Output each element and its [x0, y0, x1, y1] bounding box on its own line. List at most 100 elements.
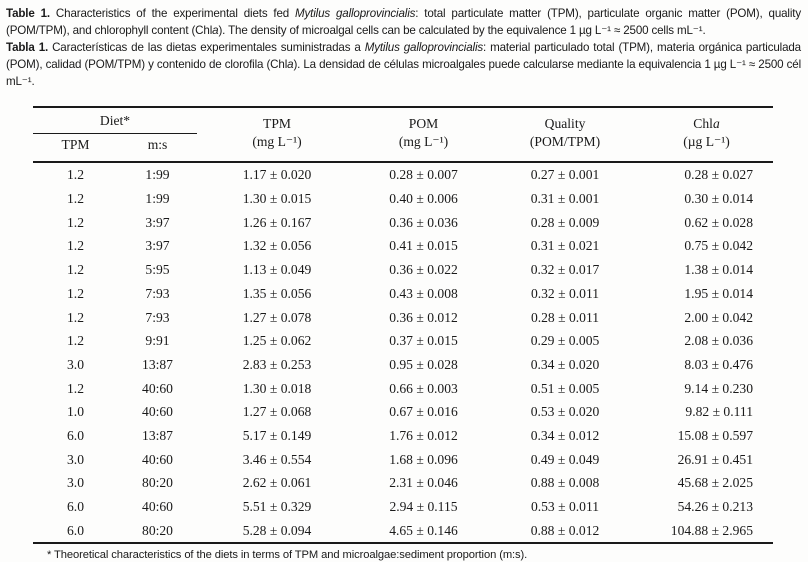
header-row-group: Diet* TPM (mg L⁻¹) POM (mg L⁻¹) Quality …	[33, 107, 774, 163]
table-row: 6.0 13:87 5.17 ± 0.149 1.76 ± 0.012 0.34…	[33, 424, 773, 448]
cell-pom: 4.65 ± 0.146	[389, 522, 458, 538]
cell-tpm: 1.13 ± 0.049	[242, 262, 312, 278]
cell-quality: 0.34 ± 0.020	[530, 356, 600, 372]
col-header-quality: Quality (POM/TPM)	[490, 107, 641, 163]
table-row: 3.0 13:87 2.83 ± 0.253 0.95 ± 0.028 0.34…	[33, 353, 773, 377]
table-container: Diet* TPM (mg L⁻¹) POM (mg L⁻¹) Quality …	[33, 106, 774, 562]
cell-tpm: 3.46 ± 0.554	[242, 451, 312, 467]
cell-quality: 0.32 ± 0.017	[530, 262, 600, 278]
col-header-quality-line1: Quality	[544, 116, 586, 131]
cell-quality: 0.29 ± 0.005	[530, 333, 600, 349]
cell-diet-ms: 40:60	[142, 404, 173, 420]
cell-diet-ms: 5:95	[145, 262, 170, 278]
cell-pom: 0.40 ± 0.006	[389, 191, 458, 207]
cell-pom: 0.36 ± 0.022	[389, 262, 458, 278]
table-row: 6.0 80:20 5.28 ± 0.094 4.65 ± 0.146 0.88…	[33, 518, 773, 543]
col-header-chla-prefix: Chl	[693, 116, 713, 131]
cell-diet-ms: 40:60	[142, 380, 173, 396]
caption-es-text-1: Características de las dietas experiment…	[48, 41, 365, 54]
cell-diet-ms: 7:93	[145, 309, 170, 325]
cell-tpm: 1.32 ± 0.056	[242, 238, 312, 254]
cell-chla: 54.26 ± 0.213	[677, 499, 754, 515]
subheader-diet-ms: m:s	[118, 133, 198, 163]
table-row: 1.2 7:93 1.27 ± 0.078 0.36 ± 0.012 0.28 …	[33, 305, 773, 329]
cell-diet-ms: 13:87	[142, 427, 173, 443]
table-row: 1.2 9:91 1.25 ± 0.062 0.37 ± 0.015 0.29 …	[33, 329, 773, 353]
cell-pom: 0.95 ± 0.028	[389, 356, 458, 372]
cell-tpm: 2.83 ± 0.253	[242, 356, 312, 372]
cell-chla: 8.03 ± 0.476	[684, 356, 754, 372]
cell-diet-tpm: 1.2	[67, 380, 84, 396]
cell-pom: 1.68 ± 0.096	[389, 451, 458, 467]
caption-es-label: Tabla 1.	[6, 41, 49, 54]
header-row-sub: TPM m:s	[33, 133, 773, 163]
cell-chla: 9.82 ± 0.111	[685, 404, 754, 420]
cell-chla: 45.68 ± 2.025	[677, 475, 754, 491]
cell-chla: 0.62 ± 0.028	[684, 214, 754, 230]
table-row: 6.0 40:60 5.51 ± 0.329 2.94 ± 0.115 0.53…	[33, 495, 773, 519]
table-row: 1.2 1:99 1.30 ± 0.015 0.40 ± 0.006 0.31 …	[33, 187, 773, 211]
cell-pom: 2.94 ± 0.115	[389, 499, 458, 515]
cell-pom: 0.43 ± 0.008	[389, 285, 458, 301]
col-header-chla: Chla (µg L⁻¹)	[640, 107, 774, 163]
cell-diet-ms: 1:99	[145, 191, 170, 207]
cell-chla: 0.75 ± 0.042	[684, 238, 754, 254]
col-header-tpm: TPM (mg L⁻¹)	[197, 107, 358, 163]
cell-quality: 0.28 ± 0.009	[530, 214, 600, 230]
cell-chla: 0.28 ± 0.027	[684, 167, 754, 183]
caption-es-chla-italic: a	[287, 58, 294, 71]
table-row: 3.0 40:60 3.46 ± 0.554 1.68 ± 0.096 0.49…	[33, 447, 773, 471]
cell-diet-tpm: 1.2	[67, 191, 84, 207]
caption-english: Table 1. Characteristics of the experime…	[6, 5, 801, 39]
cell-chla: 2.00 ± 0.042	[684, 309, 754, 325]
cell-diet-tpm: 1.2	[67, 167, 84, 183]
cell-pom: 0.37 ± 0.015	[389, 333, 458, 349]
table-body: 1.2 1:99 1.17 ± 0.020 0.28 ± 0.007 0.27 …	[33, 162, 773, 543]
col-header-pom-line1: POM	[408, 116, 439, 131]
caption-spanish: Tabla 1. Características de las dietas e…	[6, 39, 801, 90]
col-header-pom: POM (mg L⁻¹)	[357, 107, 491, 163]
table-row: 1.2 40:60 1.30 ± 0.018 0.66 ± 0.003 0.51…	[33, 376, 773, 400]
cell-tpm: 5.51 ± 0.329	[242, 499, 312, 515]
cell-diet-tpm: 1.2	[67, 238, 84, 254]
cell-diet-ms: 80:20	[142, 522, 173, 538]
cell-tpm: 1.35 ± 0.056	[242, 285, 312, 301]
cell-quality: 0.31 ± 0.001	[530, 191, 600, 207]
caption-es-text-3: ). La densidad de células microalgales p…	[6, 58, 801, 88]
cell-diet-ms: 80:20	[142, 475, 173, 491]
caption-en-chla-italic: a	[212, 24, 219, 37]
cell-diet-tpm: 1.2	[67, 285, 84, 301]
cell-diet-ms: 7:93	[145, 285, 170, 301]
cell-diet-tpm: 6.0	[67, 427, 84, 443]
table-row: 1.2 5:95 1.13 ± 0.049 0.36 ± 0.022 0.32 …	[33, 258, 773, 282]
cell-diet-tpm: 3.0	[67, 475, 84, 491]
cell-diet-tpm: 3.0	[67, 356, 84, 372]
cell-chla: 1.38 ± 0.014	[684, 262, 754, 278]
table-row: 3.0 80:20 2.62 ± 0.061 2.31 ± 0.046 0.88…	[33, 471, 773, 495]
caption-es-text-2: : material particulado total (TPM), mate…	[6, 41, 801, 71]
cell-diet-ms: 1:99	[145, 167, 170, 183]
col-header-pom-line2: (mg L⁻¹)	[398, 134, 449, 149]
cell-chla: 1.95 ± 0.014	[684, 285, 754, 301]
cell-diet-tpm: 1.0	[67, 404, 84, 420]
caption-en-label: Table 1.	[6, 7, 50, 20]
table-header: Diet* TPM (mg L⁻¹) POM (mg L⁻¹) Quality …	[33, 107, 774, 163]
cell-tpm: 5.17 ± 0.149	[242, 427, 312, 443]
cell-diet-ms: 13:87	[142, 356, 173, 372]
cell-pom: 0.67 ± 0.016	[389, 404, 458, 420]
cell-tpm: 1.26 ± 0.167	[242, 214, 312, 230]
col-header-tpm-line2: (mg L⁻¹)	[252, 134, 302, 149]
cell-tpm: 1.27 ± 0.068	[242, 404, 312, 420]
diet-group-header: Diet*	[33, 107, 198, 134]
cell-diet-tpm: 6.0	[67, 522, 84, 538]
cell-pom: 0.36 ± 0.036	[389, 214, 458, 230]
cell-quality: 0.53 ± 0.011	[530, 499, 600, 515]
table-row: 1.2 3:97 1.32 ± 0.056 0.41 ± 0.015 0.31 …	[33, 234, 773, 258]
cell-diet-ms: 9:91	[145, 333, 170, 349]
cell-pom: 2.31 ± 0.046	[389, 475, 458, 491]
cell-chla: 15.08 ± 0.597	[677, 427, 754, 443]
cell-chla: 26.91 ± 0.451	[677, 451, 754, 467]
cell-diet-tpm: 1.2	[67, 333, 84, 349]
caption-en-text-2: : total particulate matter (TPM), partic…	[6, 7, 801, 37]
subheader-diet-tpm: TPM	[33, 133, 118, 163]
